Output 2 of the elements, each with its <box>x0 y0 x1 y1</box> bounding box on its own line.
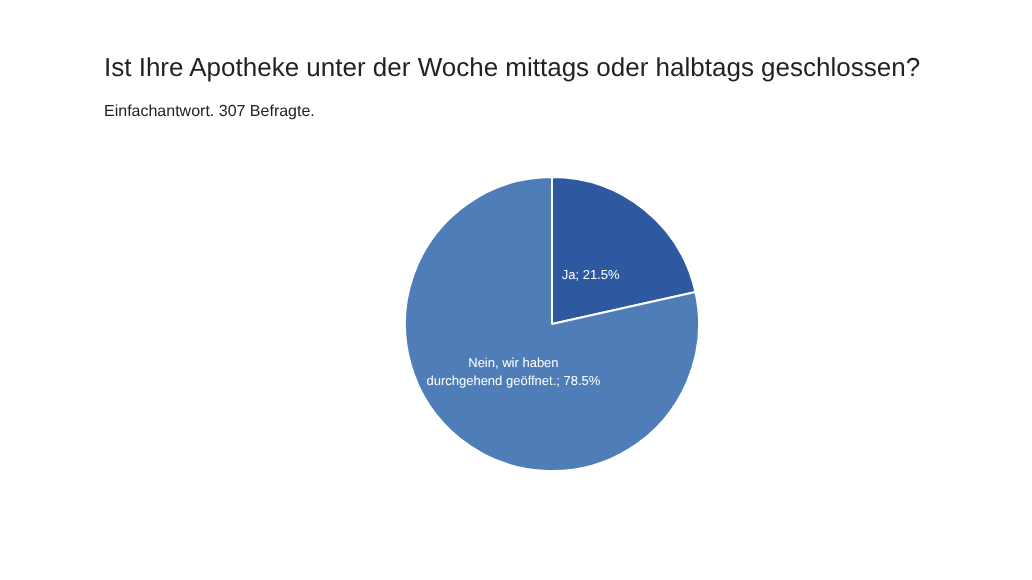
text: Einfachantwort. 307 Befragte. <box>104 102 315 120</box>
chart-title: Ist Ihre Apotheke unter der Woche mittags oder halbtags geschlossen? <box>104 52 921 82</box>
